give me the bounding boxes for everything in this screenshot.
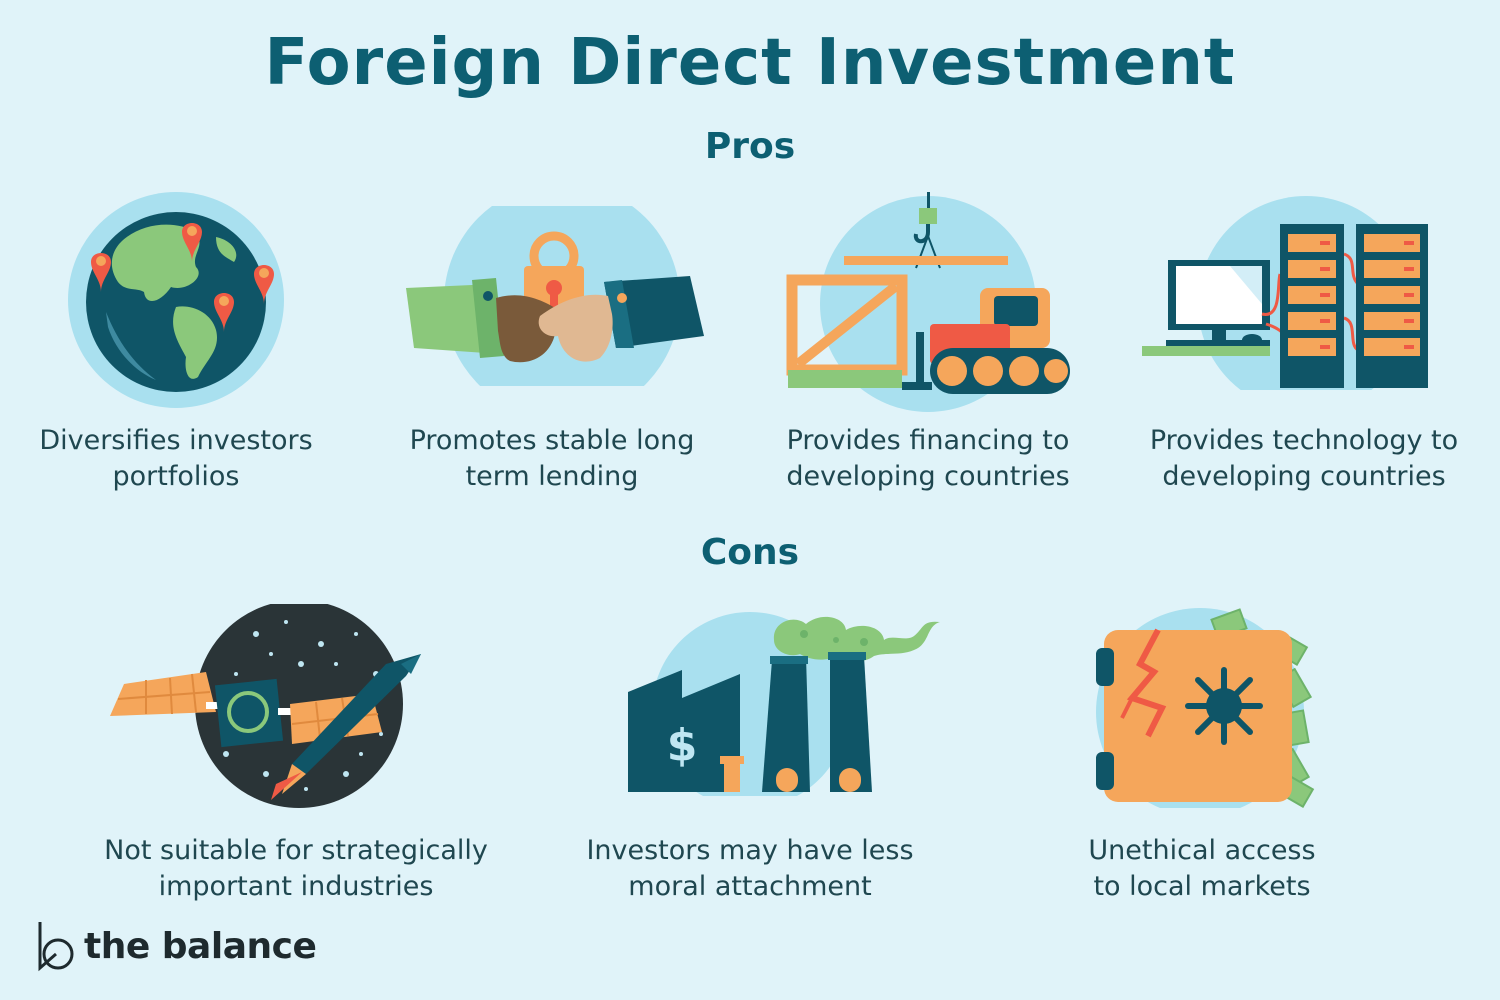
balance-logo-icon: [38, 922, 74, 972]
handshake-icon: [406, 206, 704, 386]
globe-icon: [68, 192, 284, 408]
pro-caption-technology: Provides technology to developing countri…: [1149, 425, 1459, 492]
pros-heading: Pros: [704, 126, 796, 167]
pro-caption-stable-lending: Promotes stable long term lending: [409, 425, 695, 492]
con-caption-moral-attachment: Investors may have less moral attachment: [586, 835, 914, 902]
brand-logo: the balance: [36, 920, 317, 972]
computer-server-icon: [1142, 196, 1428, 390]
con-caption-unethical-access: Unethical access to local markets: [1088, 835, 1316, 902]
dollar-sign: $: [667, 720, 698, 771]
bulldozer-icon: [786, 192, 1070, 412]
pro-caption-diversifies: Diversifies investors portfolios: [39, 425, 313, 492]
brand-name: the balance: [84, 925, 317, 967]
page-title: Foreign Direct Investment: [264, 26, 1236, 100]
con-caption-strategic-industries: Not suitable for strategically important …: [104, 835, 488, 902]
satellite-rocket-icon: [110, 604, 421, 808]
pro-caption-financing: Provides financing to developing countrie…: [786, 425, 1070, 492]
cons-heading: Cons: [700, 532, 800, 573]
broken-safe-icon: [1096, 608, 1315, 808]
factory-icon: $: [628, 612, 940, 796]
